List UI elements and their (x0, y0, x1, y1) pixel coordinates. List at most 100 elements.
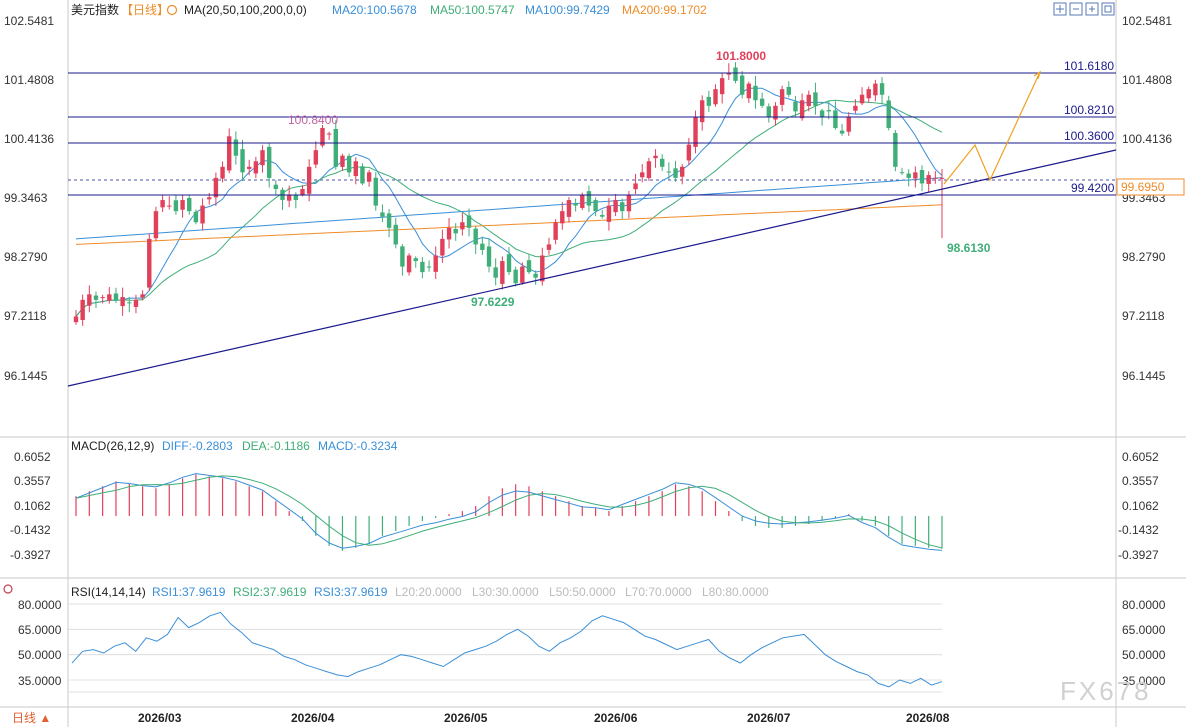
candle-body (806, 94, 811, 106)
date-label: 2026/07 (747, 711, 791, 725)
candle-body (486, 246, 492, 267)
candle-body (453, 228, 458, 234)
macd-value: MACD:-0.3234 (318, 439, 398, 453)
macd-title: MACD(26,12,9) (71, 439, 154, 453)
macd-tick-right: -0.1432 (1118, 523, 1159, 537)
candle-body (566, 200, 572, 217)
rsi1-label: RSI1:37.9619 (152, 585, 226, 599)
period-label[interactable]: 【日线】 (121, 3, 169, 17)
macd-dea: DEA:-0.1186 (242, 439, 310, 453)
price-tick-left: 101.4808 (4, 73, 54, 87)
price-tick-right: 96.1445 (1122, 369, 1166, 383)
candle-body (833, 110, 838, 128)
candle-body (873, 83, 878, 96)
candle-body (446, 227, 452, 240)
fullscreen-icon[interactable] (1101, 2, 1115, 16)
ma50-line (75, 99, 943, 317)
may-low-label: 97.6229 (471, 295, 515, 309)
candle-body (513, 269, 518, 284)
candle-body (127, 302, 132, 304)
candle-body (580, 194, 585, 208)
candle-body (786, 86, 791, 95)
candle-body (746, 83, 752, 99)
candle-body (120, 297, 125, 307)
candle-body (366, 172, 372, 182)
crosshair-icon[interactable] (1053, 2, 1067, 16)
candle-body (893, 132, 898, 167)
macd-diff: DIFF:-0.2803 (162, 439, 233, 453)
candle-body (886, 100, 891, 128)
candle-body (913, 172, 918, 179)
candle-body (100, 297, 105, 299)
candle-body (233, 139, 239, 156)
rsi-tick-right: 50.0000 (1122, 648, 1166, 662)
candle-body (866, 89, 871, 99)
candle-body (680, 166, 685, 177)
candle-body (173, 200, 179, 212)
level-label: 100.3600 (1064, 129, 1114, 143)
level-label: 100.8210 (1064, 103, 1114, 117)
candle-body (386, 213, 392, 228)
candle-body (227, 136, 232, 171)
price-tick-right: 97.2118 (1122, 309, 1165, 323)
candle-body (187, 197, 192, 212)
candle-body (839, 130, 845, 134)
ma200-label: MA200:99.1702 (622, 3, 707, 17)
candle-body (673, 168, 678, 178)
candle-body (606, 205, 612, 222)
rsi-tick-left: 80.0000 (18, 598, 62, 612)
high-label: 101.8000 (716, 49, 766, 63)
candle-body (879, 83, 885, 95)
candle-body (533, 273, 538, 278)
macd-tick-left: 0.1062 (14, 499, 51, 513)
candle-body (353, 161, 358, 177)
candle-body (613, 200, 618, 213)
candle-body (460, 222, 465, 230)
price-tick-left: 96.1445 (4, 369, 48, 383)
candle-body (773, 105, 778, 120)
candle-body (306, 166, 312, 194)
candle-body (826, 110, 831, 112)
date-label: 2026/05 (444, 711, 488, 725)
candle-body (253, 161, 259, 174)
candle-body (480, 243, 485, 250)
zoom-out-icon[interactable] (1069, 2, 1083, 16)
candle-body (600, 214, 605, 217)
candle-body (686, 144, 692, 161)
current-price-tag (1116, 178, 1185, 196)
macd-tick-right: -0.3927 (1118, 548, 1159, 562)
candle-body (506, 254, 512, 273)
candle-body (426, 266, 432, 268)
candle-body (526, 260, 532, 273)
date-label: 2026/03 (138, 711, 182, 725)
candle-body (573, 203, 578, 206)
candle-body (113, 293, 119, 300)
settings-icon[interactable] (166, 4, 178, 16)
candle-body (260, 150, 265, 166)
candle-body (493, 267, 498, 278)
candle-body (140, 294, 145, 298)
symbol-label: 美元指数 (71, 2, 119, 17)
candle-body (413, 258, 418, 262)
candle-body (799, 100, 805, 119)
rsi-settings-icon[interactable] (3, 584, 13, 594)
candle-body (193, 211, 199, 223)
candle-body (313, 150, 319, 165)
candle-body (933, 177, 938, 179)
ma-params: MA(20,50,100,200,0,0) (184, 3, 307, 17)
candle-body (546, 244, 552, 250)
support-trendline (67, 149, 1117, 387)
candle-body (153, 211, 159, 239)
ma20-label: MA20:100.5678 (332, 3, 417, 17)
zoom-in-icon[interactable] (1085, 2, 1099, 16)
macd-tick-left: 0.3557 (14, 474, 51, 488)
candle-body (133, 299, 139, 307)
candle-body (346, 155, 352, 173)
date-label: 2026/08 (906, 711, 950, 725)
candle-body (220, 166, 225, 179)
candle-body (653, 155, 658, 159)
candle-body (713, 89, 718, 105)
period-toggle[interactable]: 日线 ▲ (12, 711, 51, 725)
candle-body (706, 96, 712, 106)
